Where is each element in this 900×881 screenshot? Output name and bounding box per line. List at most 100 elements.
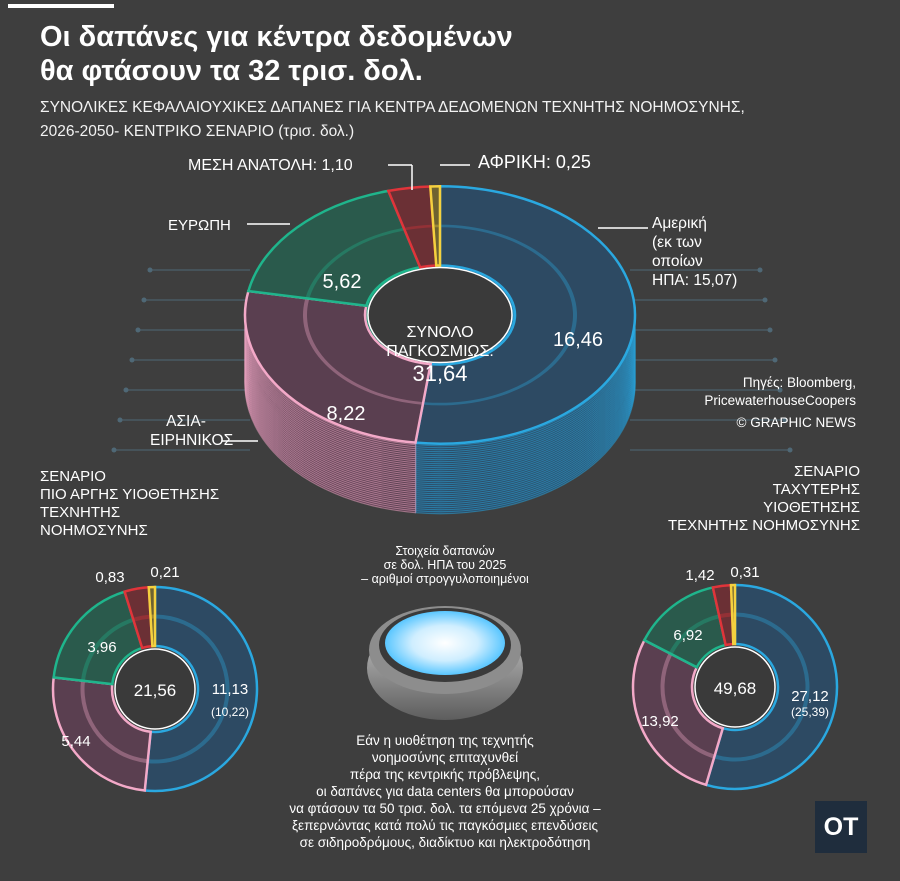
legend-disc-icon	[367, 606, 523, 720]
bottom-note-line-7: σε σιδηροδρόμους, διαδίκτυο και ηλεκτροδ…	[299, 835, 591, 850]
slice-ring-asia-pacific	[80, 681, 148, 764]
label-asia-pacific: ΑΣΙΑ- ΕΙΡΗΝΙΚΟΣ	[150, 412, 234, 450]
scenario-slow-line-4: ΝΟΗΜΟΣΥΝΗΣ	[40, 522, 148, 539]
central-total: ΣΥΝΟΛΟ ΠΑΓΚΟΣΜΙΩΣ: 31,64	[370, 323, 510, 387]
label-europe: ΕΥΡΩΠΗ	[168, 217, 231, 234]
title-line-2: θα φτάσουν τα 32 τρισ. δολ.	[40, 55, 423, 87]
circuit-node	[129, 357, 135, 363]
label-leader-lines	[222, 164, 648, 442]
label-middle-east: ΜΕΣΗ ΑΝΑΤΟΛΗ: 1,10	[188, 157, 353, 174]
usa-value-label: (10,22)	[211, 705, 249, 719]
bottom-note-line-2: νοημοσύνης επιταχυνθεί	[371, 750, 519, 765]
circuit-node	[117, 417, 123, 423]
donut-hole	[694, 646, 776, 728]
circuit-node	[767, 327, 773, 333]
usa-value-label: (25,39)	[791, 705, 829, 719]
value-label-middle-east: 1,42	[685, 567, 714, 584]
slice-ring-europe	[669, 614, 720, 655]
slice-africa	[147, 585, 157, 648]
slice-asia-pacific	[51, 675, 153, 792]
sources-line-1: Πηγές: Bloomberg,	[742, 375, 856, 390]
subtitle-line-1: ΣΥΝΟΛΙΚΕΣ ΚΕΦΑΛΑΙΟΥΧΙΚΕΣ ΔΑΠΑΝΕΣ ΓΙΑ ΚΕΝ…	[40, 99, 745, 116]
total-value-label: 49,68	[714, 679, 757, 698]
scenario-fast-line-4: ΤΕΧΝΗΤΗΣ ΝΟΗΜΟΣΥΝΗΣ	[668, 517, 860, 534]
label-asia-line-2: ΕΙΡΗΝΙΚΟΣ	[150, 432, 234, 449]
scenario-slow-heading: ΣΕΝΑΡΙΟ ΠΙΟ ΑΡΓΗΣ ΥΙΟΘΕΤΗΣΗΣ ΤΕΧΝΗΤΗΣ ΝΟ…	[40, 468, 219, 540]
slice-europe	[246, 189, 422, 308]
legend-note-line-1: Στοιχεία δαπανών	[395, 544, 495, 558]
slow-adoption-donut-chart: 11,13 5,44 3,96 0,83 0,21 (10,22) 21,56	[51, 564, 259, 793]
bottom-note-line-5: να φτάσουν τα 50 τρισ. δολ. τα επόμενα 2…	[289, 801, 601, 816]
sources: Πηγές: Bloomberg, PricewaterhouseCoopers…	[704, 374, 856, 432]
page-title: Οι δαπάνες για κέντρα δεδομένων θα φτάσο…	[40, 20, 640, 88]
legend-note-line-3: – αριθμοί στρογγυλοποιημένοι	[361, 572, 529, 586]
bottom-note: Εάν η υιοθέτηση της τεχνητής νοημοσύνης …	[240, 732, 650, 851]
value-label-europe: 3,96	[87, 639, 116, 656]
bottom-note-line-4: οι δαπάνες για data centers θα μπορούσαν	[316, 784, 574, 799]
circuit-node	[772, 357, 778, 363]
scenario-fast-line-1: ΣΕΝΑΡΙΟ	[794, 463, 860, 480]
slice-africa	[428, 185, 442, 267]
value-label-america: 16,46	[553, 329, 603, 351]
total-value: 31,64	[412, 361, 468, 386]
ot-logo: OT	[815, 801, 867, 853]
circuit-node	[777, 387, 783, 393]
value-label-asia-pacific: 13,92	[641, 713, 679, 730]
value-label-middle-east: 0,83	[95, 569, 124, 586]
slice-asia-pacific	[243, 289, 433, 445]
circuit-background-decoration	[111, 267, 793, 453]
circuit-node	[787, 447, 793, 453]
label-asia-line-1: ΑΣΙΑ-	[166, 413, 206, 430]
scenario-slow-line-3: ΤΕΧΝΗΤΗΣ	[40, 504, 121, 521]
subtitle-line-2: 2026-2050- ΚΕΝΤΡΙΚΟ ΣΕΝΑΡΙΟ (τρισ. δολ.)	[40, 123, 355, 140]
total-label-line-1: ΣΥΝΟΛΟ	[406, 324, 474, 341]
circuit-node	[762, 297, 768, 303]
label-america-line-4: ΗΠΑ: 15,07)	[652, 272, 738, 289]
slice-ring-africa	[151, 614, 155, 619]
value-label-america: 27,12	[791, 688, 829, 705]
fast-adoption-donut-chart: 27,12 13,92 6,92 1,42 0,31 (25,39) 49,68	[631, 564, 839, 791]
value-label-america: 11,13	[212, 681, 248, 698]
slice-asia-pacific	[631, 638, 725, 787]
scenario-fast-line-2: ΤΑΧΥΤΕΡΗΣ	[772, 481, 860, 498]
label-africa: ΑΦΡΙΚΗ: 0,25	[478, 152, 591, 172]
value-label-africa: 0,31	[730, 564, 759, 581]
central-donut-chart: 16,46 8,22 5,62	[243, 185, 637, 515]
legend-note: Στοιχεία δαπανών σε δολ. ΗΠΑ του 2025 – …	[320, 544, 570, 586]
value-label-asia-pacific: 5,44	[61, 733, 90, 750]
label-america-line-2: (εκ των	[652, 234, 702, 251]
slice-ring-africa	[732, 612, 735, 617]
donut-hole	[367, 266, 513, 364]
label-america-line-1: Αμερική	[652, 215, 707, 232]
bottom-note-line-1: Εάν η υιοθέτηση της τεχνητής	[356, 733, 534, 748]
sources-line-2: PricewaterhouseCoopers	[704, 393, 856, 408]
scenario-slow-line-1: ΣΕΝΑΡΙΟ	[40, 468, 106, 485]
slice-america	[704, 583, 839, 791]
total-value-label: 21,56	[134, 681, 177, 700]
bottom-note-line-3: πέρα της κεντρικής πρόβλεψης,	[349, 767, 541, 782]
slice-ring-asia-pacific	[660, 653, 715, 759]
label-america: Αμερική (εκ των οποίων ΗΠΑ: 15,07)	[652, 214, 737, 290]
circuit-node	[111, 447, 117, 453]
value-label-asia-pacific: 8,22	[327, 403, 366, 425]
copyright: © GRAPHIC NEWS	[736, 415, 856, 430]
donut-hole	[114, 648, 196, 730]
slice-ring-middle-east	[405, 224, 433, 231]
page-subtitle: ΣΥΝΟΛΙΚΕΣ ΚΕΦΑΛΑΙΟΥΧΙΚΕΣ ΔΑΠΑΝΕΣ ΓΙΑ ΚΕΝ…	[40, 96, 880, 144]
legend-note-line-2: σε δολ. ΗΠΑ του 2025	[383, 558, 507, 572]
scenario-slow-line-2: ΠΙΟ ΑΡΓΗΣ ΥΙΟΘΕΤΗΣΗΣ	[40, 486, 220, 503]
top-accent-bar	[8, 4, 114, 8]
slice-ring-africa	[434, 224, 439, 228]
circuit-node	[123, 387, 129, 393]
slice-america	[143, 585, 259, 793]
bottom-note-line-6: ξεπερνώντας κατά πολύ τις παγκόσμιες επε…	[292, 818, 598, 833]
circuit-node	[757, 267, 763, 273]
slice-ring-middle-east	[719, 612, 732, 619]
label-america-line-3: οποίων	[652, 253, 703, 270]
circuit-node	[141, 297, 147, 303]
scenario-fast-line-3: ΥΙΟΘΕΤΗΣΗΣ	[763, 499, 860, 516]
circuit-node	[782, 417, 788, 423]
slice-ring-middle-east	[133, 614, 150, 622]
value-label-europe: 6,92	[673, 627, 702, 644]
circuit-node	[135, 327, 141, 333]
